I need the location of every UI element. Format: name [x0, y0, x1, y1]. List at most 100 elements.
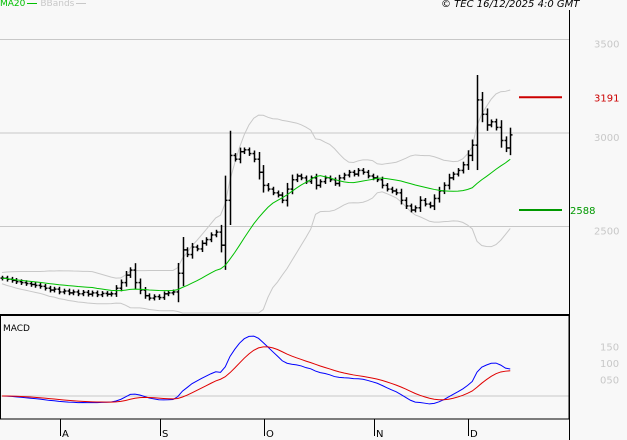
ohlc-bar [385, 183, 390, 192]
ohlc-bar [48, 285, 53, 293]
ohlc-bar [318, 179, 323, 188]
macd-tick-label: 050 [600, 376, 619, 387]
ohlc-bar [181, 237, 186, 287]
ohlc-bar [399, 188, 404, 205]
ohlc-bar [238, 147, 243, 164]
ohlc-bar [14, 278, 19, 285]
ohlc-bar [62, 288, 67, 295]
ohlc-bar [52, 286, 57, 293]
bbands-swatch [76, 3, 87, 4]
ohlc-bar [413, 205, 418, 213]
ohlc-bar [489, 119, 494, 128]
ohlc-bar [128, 267, 133, 278]
ohlc-bar [204, 237, 209, 246]
ohlc-bar [475, 75, 480, 171]
ohlc-bar [76, 289, 81, 297]
ohlc-bar [456, 168, 461, 177]
macd-line [1, 335, 511, 405]
ohlc-bar [185, 247, 190, 258]
grid-lines [0, 39, 569, 397]
ohlc-bar [356, 168, 361, 177]
y-tick-label: 2500 [594, 227, 619, 238]
month-label: D [470, 429, 478, 440]
legend: MA20 BBands [0, 0, 87, 9]
ohlc-bar [138, 278, 143, 295]
ohlc-bar [470, 139, 475, 162]
price-bars [0, 75, 513, 303]
ohlc-bar [29, 281, 34, 287]
ohlc-bar [432, 194, 437, 211]
ohlc-bar [494, 118, 499, 131]
ohlc-bar [504, 136, 509, 153]
ohlc-bar [200, 240, 205, 253]
ma20-swatch [27, 3, 38, 4]
signal-line [1, 346, 511, 403]
bollinger-bands [1, 89, 511, 314]
ohlc-bar [423, 197, 428, 207]
ohlc-bar [152, 294, 157, 301]
ohlc-bar [100, 291, 105, 298]
ohlc-bar [352, 169, 357, 177]
ohlc-bar [347, 169, 352, 178]
ohlc-bar [90, 290, 95, 297]
ohlc-bar [418, 196, 423, 212]
ma20-line [1, 158, 511, 292]
y-tick-label: 3500 [594, 40, 619, 51]
ohlc-bar [124, 271, 129, 287]
ohlc-bar [166, 290, 171, 297]
ohlc-bar [86, 289, 91, 297]
ohlc-bar [261, 165, 266, 193]
bband-upper [1, 89, 511, 279]
ohlc-bar [257, 151, 262, 180]
ohlc-bar [223, 175, 228, 270]
ohlc-bar [361, 168, 366, 175]
ohlc-bar [71, 289, 76, 296]
ohlc-bar [442, 182, 447, 195]
lower-band-value-label: 2588 [570, 206, 595, 217]
ohlc-bar [43, 284, 48, 291]
copyright: © TEC 16/12/2025 4:0 GMT [441, 0, 580, 10]
ohlc-bar [451, 171, 456, 181]
macd-tick-label: 100 [600, 359, 619, 370]
ohlc-bar [299, 173, 304, 181]
ma20 [1, 158, 511, 292]
ohlc-bar [143, 286, 148, 299]
ohlc-bar [366, 169, 371, 179]
ohlc-bar [342, 172, 347, 181]
ohlc-bar [119, 279, 124, 292]
ohlc-bar [195, 244, 200, 252]
ohlc-bar [295, 173, 300, 183]
ohlc-bar [105, 291, 110, 297]
y-tick-label: 3000 [594, 133, 619, 144]
ohlc-bar [157, 294, 162, 300]
ohlc-bar [95, 290, 100, 298]
ohlc-bar [252, 150, 257, 163]
ohlc-bar [466, 150, 471, 170]
ohlc-bar [499, 120, 504, 148]
ohlc-bar [276, 190, 281, 198]
ohlc-bar [390, 186, 395, 194]
upper-band-value-label: 3191 [594, 93, 619, 104]
macd-lines [1, 335, 511, 405]
ohlc-bar [233, 153, 238, 162]
ohlc-bar [247, 147, 252, 156]
ohlc-bar [109, 291, 114, 297]
ohlc-bar [333, 177, 338, 186]
month-label: N [376, 429, 383, 440]
ohlc-bar [147, 293, 152, 301]
ohlc-bar [485, 108, 490, 131]
ohlc-bar [67, 288, 72, 296]
legend-ma20: MA20 [0, 0, 26, 9]
macd-title: MACD [3, 324, 30, 334]
ohlc-bar [409, 203, 414, 213]
ohlc-bar [176, 262, 181, 303]
ohlc-bar [219, 224, 224, 253]
ohlc-bar [271, 186, 276, 196]
ohlc-bar [461, 161, 466, 174]
ohlc-bar [428, 201, 433, 209]
ohlc-bar [38, 283, 43, 289]
ohlc-bar [242, 147, 247, 155]
month-label: S [162, 429, 168, 440]
ohlc-bar [162, 291, 167, 300]
